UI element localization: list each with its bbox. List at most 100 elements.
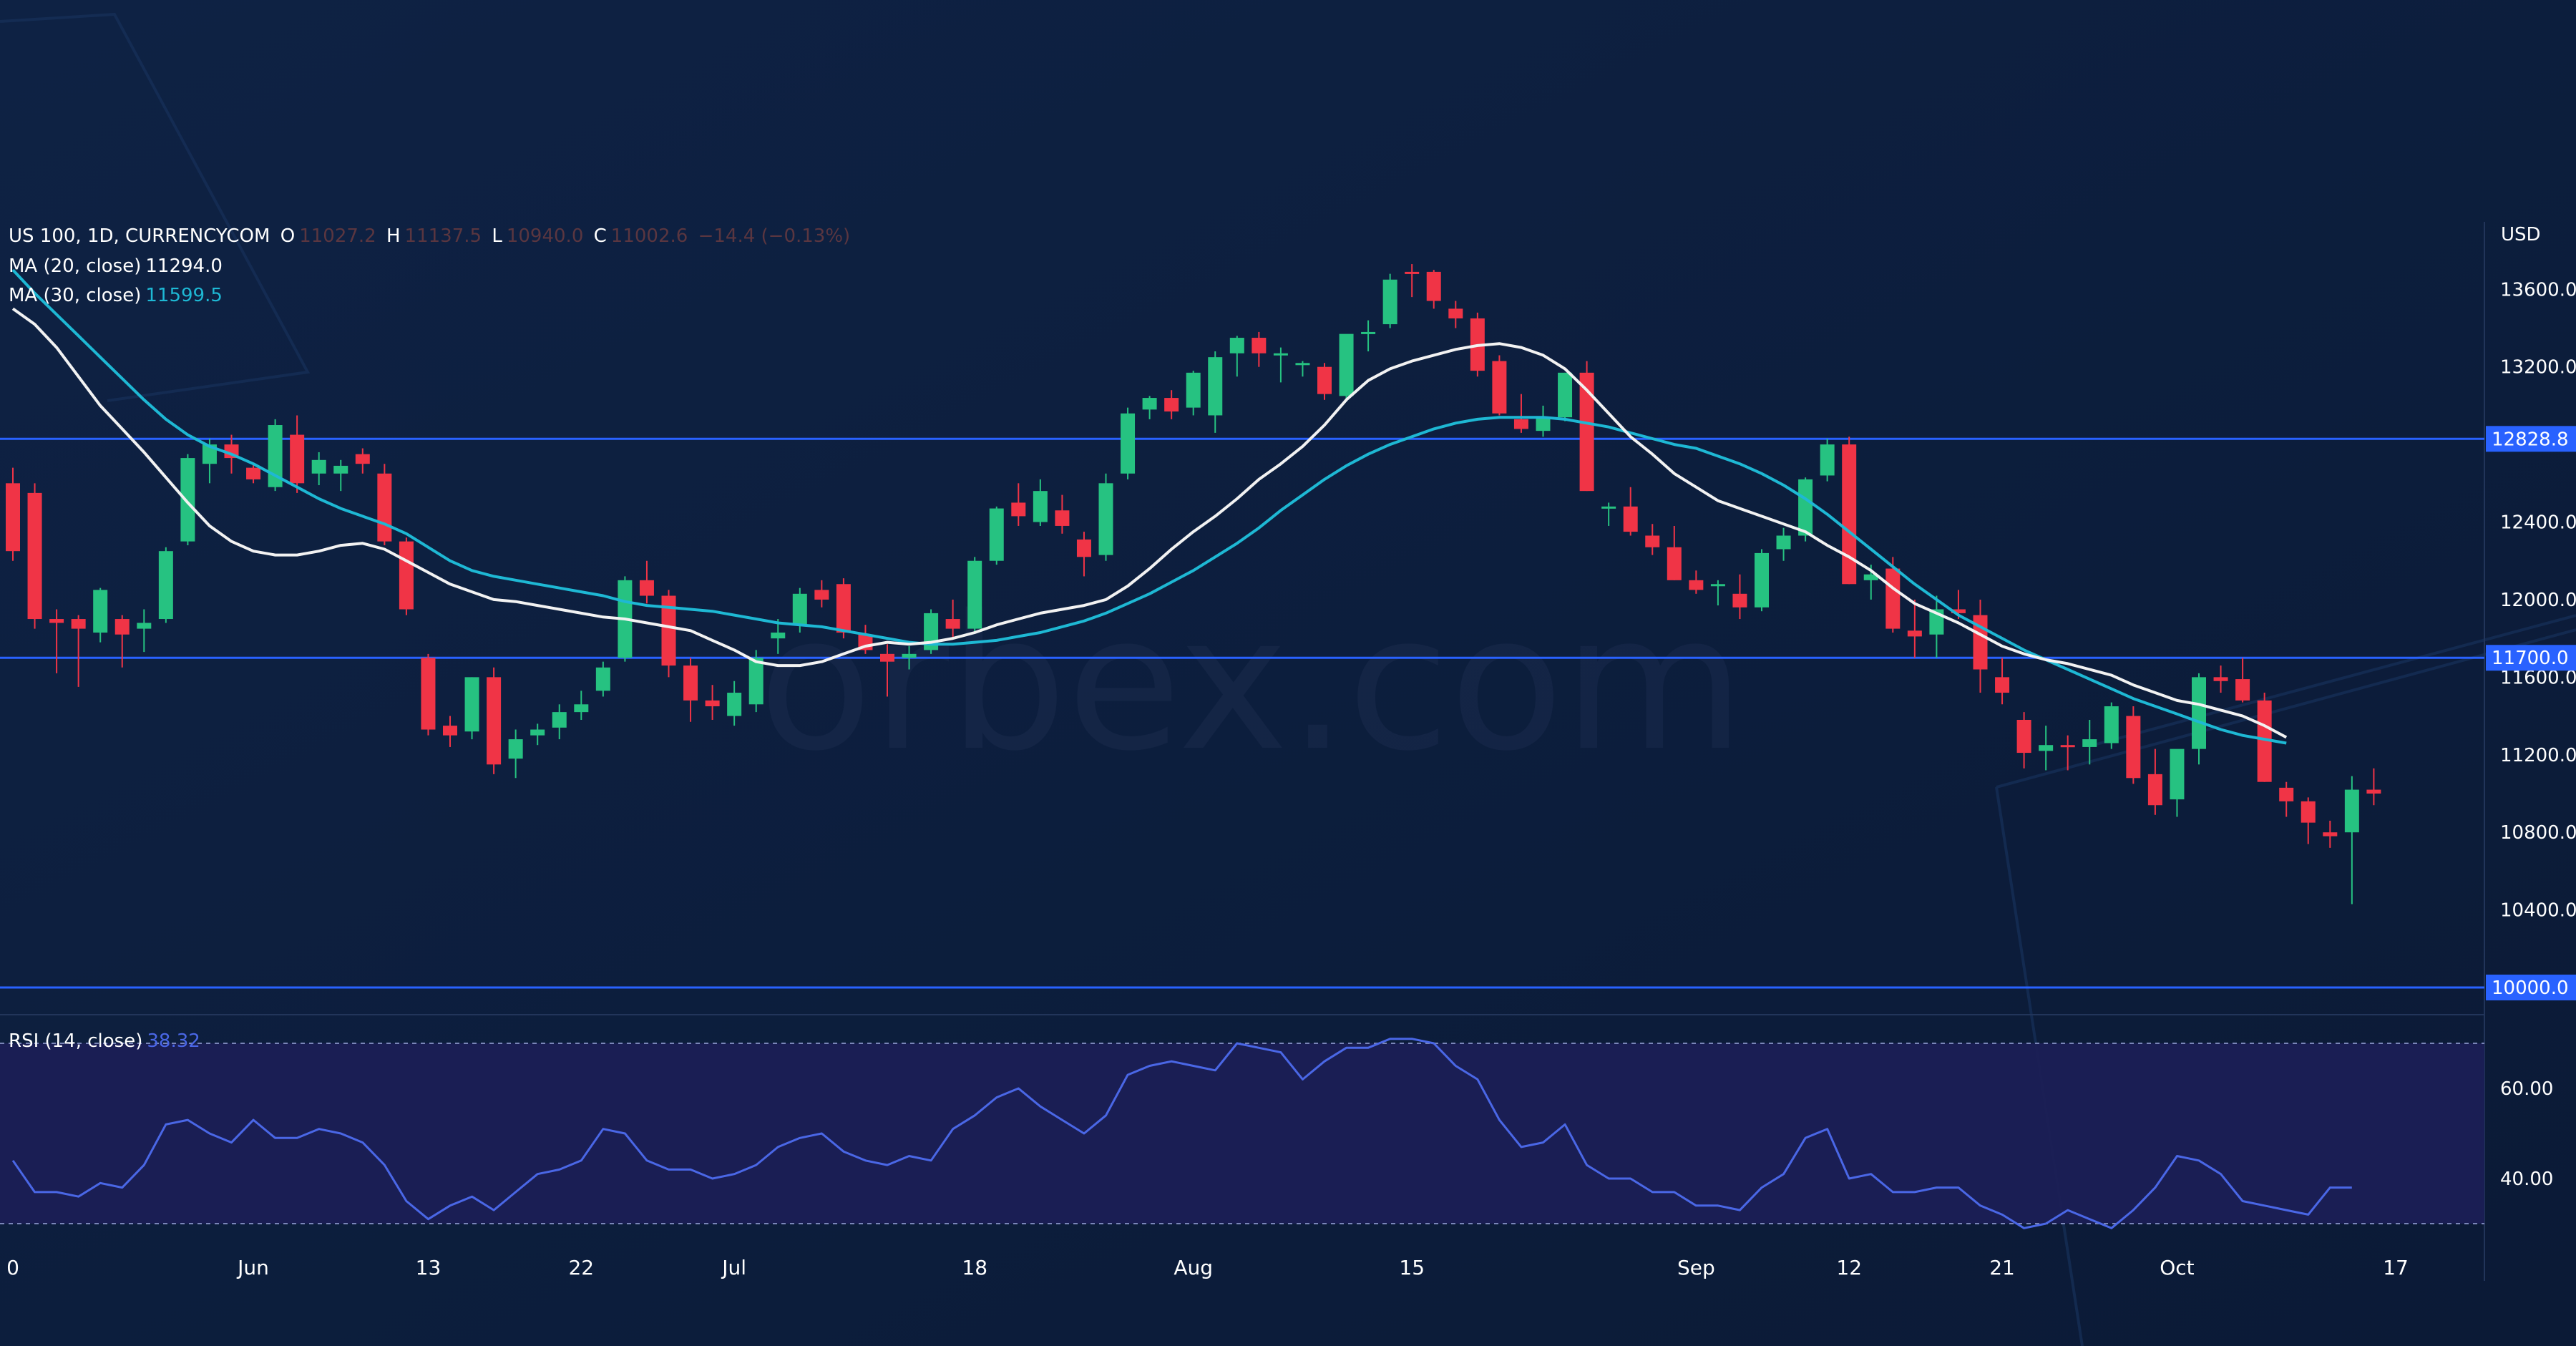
candle-body <box>1121 413 1136 474</box>
time-tick-label: 21 <box>1989 1256 2015 1279</box>
candle-body <box>1448 308 1463 318</box>
rsi-tick-label: 60.00 <box>2500 1078 2553 1100</box>
candle-body <box>1755 552 1769 608</box>
watermark: orbex.com <box>758 576 1745 792</box>
candle-body <box>1405 271 1420 274</box>
candle-body <box>355 454 370 464</box>
candle-body <box>748 658 763 705</box>
time-tick-label: 22 <box>568 1256 594 1279</box>
candle-body <box>1513 419 1528 429</box>
candle-body <box>2235 679 2250 701</box>
candle-body <box>792 593 807 625</box>
candle-body <box>1186 372 1201 408</box>
candle-body <box>2104 706 2119 743</box>
price-ticks: 13600.0 13200.0 12400.0 12000.0 11600.0 11200… <box>2500 279 2576 921</box>
candle-body <box>967 560 982 629</box>
candle-body <box>2060 745 2075 748</box>
candles <box>6 264 2381 904</box>
candle-body <box>1623 506 1638 532</box>
time-tick-label: Jul <box>721 1256 746 1279</box>
candle-body <box>1426 271 1441 301</box>
price-level-tag <box>2486 426 2576 452</box>
candle-body <box>464 677 479 732</box>
candle-body <box>311 459 326 474</box>
candle-body <box>1011 502 1026 517</box>
price-level-label: 12828.8 <box>2492 429 2569 450</box>
candle-body <box>2039 745 2054 751</box>
candle-body <box>2016 719 2031 754</box>
candle-body <box>1382 279 1397 325</box>
price-tick-label: 11200.0 <box>2500 745 2576 766</box>
candle-body <box>1536 417 1551 431</box>
ma20-line <box>11 307 2288 739</box>
candle-body <box>595 667 610 691</box>
candle-body <box>1229 338 1244 353</box>
time-tick-label: 17 <box>2383 1256 2409 1279</box>
candle-body <box>2344 789 2359 833</box>
candle-body <box>1863 574 1878 580</box>
candle-body <box>1317 366 1332 394</box>
candle-body <box>2126 716 2141 779</box>
rsi-tick-label: 40.00 <box>2500 1169 2553 1190</box>
rsi-band-fill <box>0 1043 2484 1224</box>
time-tick-label: Jun <box>236 1256 269 1279</box>
rsi-band: 60.00 40.00 <box>0 1043 2553 1224</box>
candle-body <box>246 467 261 479</box>
candle-body <box>377 473 392 542</box>
candle-body <box>421 658 436 730</box>
candle-body <box>705 700 720 707</box>
candle-body <box>1579 372 1594 492</box>
price-lines: 12828.8 11700.0 10000.0 <box>0 426 2576 1000</box>
price-level-tag <box>2486 975 2576 1000</box>
price-level-label: 10000.0 <box>2492 977 2569 999</box>
candle-body <box>1273 353 1288 356</box>
price-level-tag <box>2486 645 2576 671</box>
candle-body <box>71 619 86 629</box>
candle-body <box>1842 444 1857 585</box>
candle-body <box>880 653 894 662</box>
candle-body <box>202 444 217 464</box>
price-tick-label: 11600.0 <box>2500 667 2576 688</box>
candle-body <box>574 704 589 713</box>
candle-body <box>1667 547 1682 580</box>
rsi-line <box>11 1038 2352 1229</box>
price-axis-unit: USD <box>2501 224 2541 245</box>
candle-body <box>1492 361 1507 414</box>
rsi-pane <box>11 1038 2352 1229</box>
candle-body <box>49 619 64 623</box>
candle-body <box>2279 787 2294 801</box>
candle-body <box>552 712 567 728</box>
candle-body <box>639 580 654 596</box>
candle-body <box>2366 789 2381 794</box>
candle-body <box>1076 539 1091 557</box>
candle-body <box>1820 444 1835 476</box>
candle-body <box>487 677 502 765</box>
candle-body <box>1885 568 1901 629</box>
candle-body <box>137 623 152 629</box>
candle-body <box>683 665 698 701</box>
candle-body <box>1995 677 2010 693</box>
candle-body <box>1645 535 1660 547</box>
candle-body <box>727 693 742 716</box>
candle-body <box>1776 535 1791 550</box>
time-tick-label: 18 <box>962 1256 987 1279</box>
candle-body <box>158 551 173 620</box>
candle-body <box>1033 491 1048 522</box>
moving-averages <box>11 268 2288 745</box>
candle-body <box>1295 363 1310 366</box>
price-tick-label: 10400.0 <box>2500 900 2576 922</box>
price-tick-label: 13600.0 <box>2500 279 2576 301</box>
candle-body <box>2082 739 2097 747</box>
time-tick-label: Aug <box>1174 1256 1213 1279</box>
ma30-line <box>11 268 2287 745</box>
candle-body <box>290 434 305 484</box>
candle-body <box>1098 483 1113 555</box>
candle-body <box>661 595 676 666</box>
price-tick-label: 12400.0 <box>2500 512 2576 534</box>
candle-body <box>1732 593 1747 608</box>
legend-ma30: MA (30, close) 11599.5 <box>9 285 223 306</box>
time-tick-label: 0 <box>6 1256 19 1279</box>
candle-body <box>2147 774 2162 806</box>
time-tick-label: 13 <box>416 1256 441 1279</box>
